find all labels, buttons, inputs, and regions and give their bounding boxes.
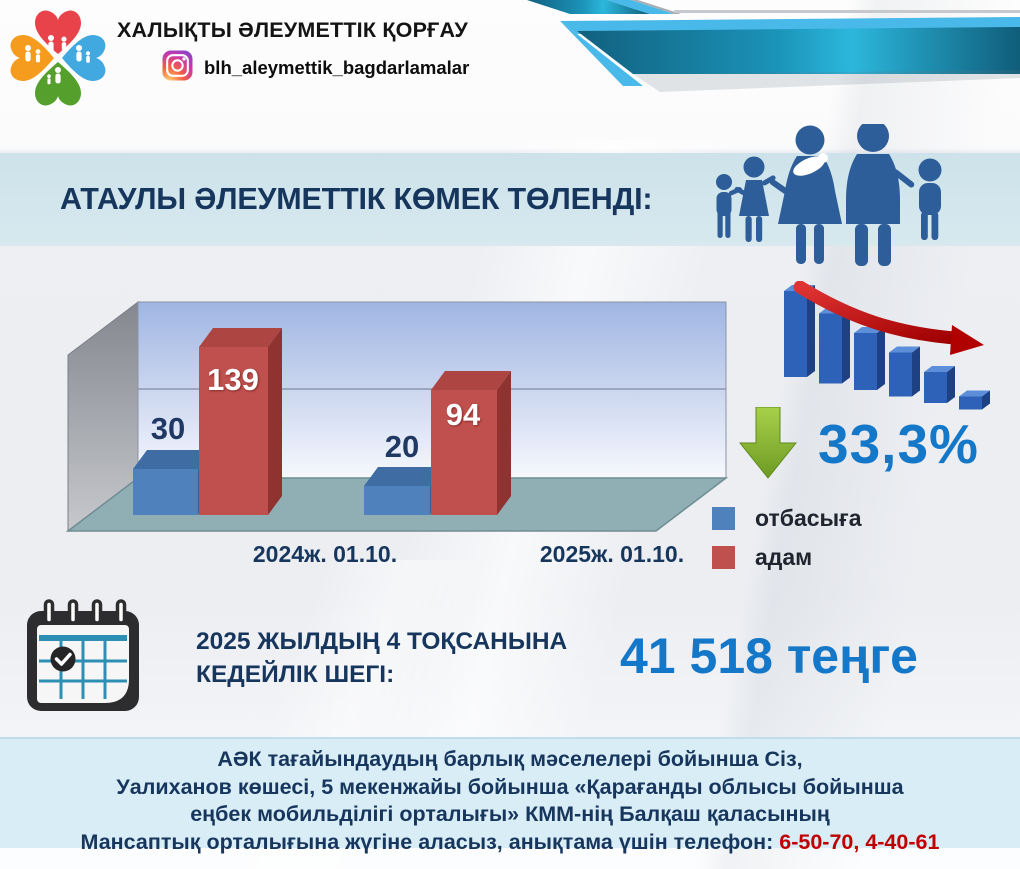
poverty-label-line2: КЕДЕЙЛІК ШЕГІ: [196,661,395,688]
category-label-2025: 2025ж. 01.10. [539,541,685,567]
green-down-arrow-icon [739,407,797,479]
poverty-label-line1: 2025 ЖЫЛДЫҢ 4 ТОҚСАНЫНА [196,628,568,655]
footer-line: еңбек мобильділігі орталығы» КММ-нің Бал… [190,802,830,826]
instagram-icon [162,50,193,81]
legend-swatch-red [712,546,735,569]
footer-line-phones: Мансаптық орталығына жүгіне аласыз, анық… [0,829,1020,857]
family-icon [716,124,942,266]
legend-label: адам [755,544,813,570]
declining-bars-icon [784,281,990,410]
calendar-icon [27,599,139,711]
footer-contact-band: АӘК тағайындаудың барлық мәселелері бойы… [0,737,1020,854]
legend-item-families: отбасыға [712,505,862,532]
four-hearts-logo [10,10,106,106]
legend-swatch-blue [712,507,735,530]
teal-diagonal-bands [527,0,1020,92]
bar-2025-persons [431,371,511,515]
page-title: АТАУЛЫ ӘЛЕУМЕТТІК КӨМЕК ТӨЛЕНДІ: [60,182,653,216]
instagram-handle: blh_aleymettik_bagdarlamalar [204,57,470,78]
decline-percent: 33,3% [818,413,979,475]
grouped-3d-bar-chart [65,300,729,533]
legend-item-persons: адам [712,544,862,571]
value-label-2025-persons: 94 [445,397,481,432]
org-title: ХАЛЫҚТЫ ӘЛЕУМЕТТІК ҚОРҒАУ [117,18,468,42]
poverty-threshold-label: 2025 ЖЫЛДЫҢ 4 ТОҚСАНЫНА КЕДЕЙЛІК ШЕГІ: [196,625,567,691]
value-label-2024-persons: 139 [207,362,259,397]
category-label-2024: 2024ж. 01.10. [252,541,398,567]
footer-line: Уалиханов көшесі, 5 мекенжайы бойынша «Қ… [116,774,904,799]
bar-2024-persons [199,328,282,515]
legend-label: отбасыға [755,505,862,531]
red-decline-arrow [793,281,961,345]
phone-numbers: 6-50-70, 4-40-61 [779,829,940,854]
footer-line: АӘК тағайындаудың барлық мәселелері бойы… [217,747,803,771]
footer-line4-prefix: Мансаптық орталығына жүгіне аласыз, анық… [80,829,780,854]
value-label-2025-families: 20 [384,429,420,464]
value-label-2024-families: 30 [150,411,186,446]
chart-legend: отбасыға адам [712,505,862,571]
poverty-threshold-amount: 41 518 теңге [620,628,918,684]
